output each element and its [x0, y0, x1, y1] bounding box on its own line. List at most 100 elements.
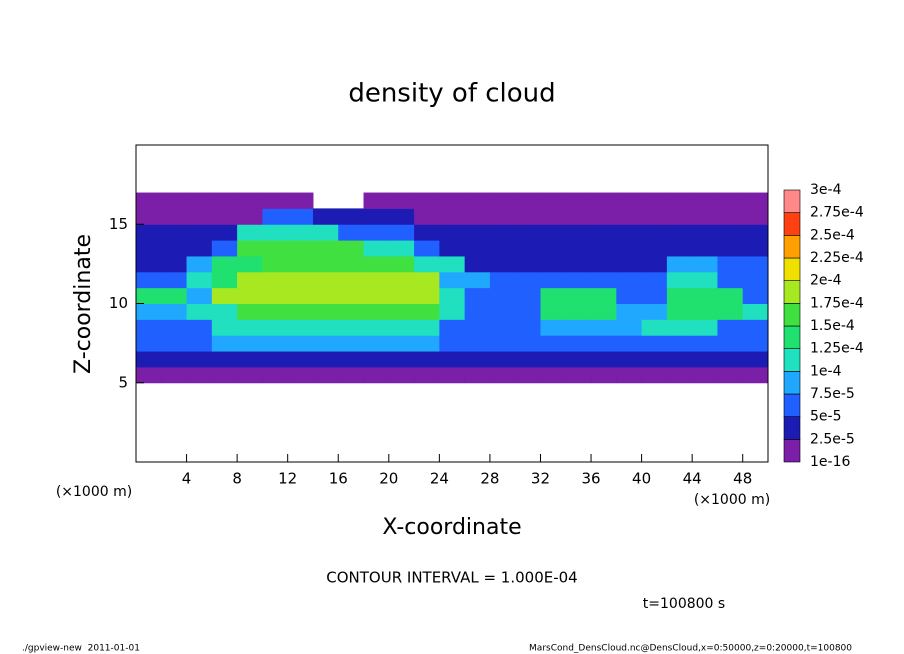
cell: [666, 224, 693, 241]
cell: [363, 271, 390, 289]
cell: [262, 208, 289, 225]
cell: [540, 271, 567, 289]
cell: [414, 335, 440, 352]
cell: [439, 192, 466, 209]
cell: [312, 271, 339, 289]
colorbar-label: 2.5e-4: [810, 227, 855, 243]
cell: [237, 335, 263, 352]
cell: [186, 192, 213, 209]
cell: [388, 240, 415, 257]
cell: [515, 208, 541, 225]
cell: [515, 335, 541, 352]
cell: [616, 208, 643, 225]
x-tick-label: 28: [480, 470, 499, 488]
cell: [616, 319, 643, 336]
footer-left: ./gpview-new 2011-01-01: [22, 644, 140, 654]
cell: [464, 335, 491, 352]
cell: [515, 224, 541, 241]
cell: [591, 208, 617, 225]
cell: [388, 351, 415, 368]
x-axis-label: X-coordinate: [382, 515, 521, 540]
cell: [464, 366, 491, 384]
cell: [439, 271, 466, 289]
cell: [616, 271, 643, 289]
cell: [262, 335, 289, 352]
cell: [414, 303, 440, 320]
cell: [237, 224, 263, 241]
cell: [439, 303, 466, 320]
cell: [489, 271, 516, 289]
cell: [363, 303, 390, 320]
cell: [136, 271, 162, 289]
cell: [388, 208, 415, 225]
cell: [161, 303, 188, 320]
cell: [388, 192, 415, 209]
cell: [186, 208, 213, 225]
cell: [287, 192, 314, 209]
cell: [287, 351, 314, 368]
cell: [717, 366, 744, 384]
cell: [540, 192, 567, 209]
cell: [591, 287, 617, 304]
cell: [136, 351, 162, 368]
cell: [666, 240, 693, 257]
cell: [388, 271, 415, 289]
colorbar-label: 2.25e-4: [810, 250, 864, 266]
colorbar-swatch: [783, 348, 801, 372]
cell: [287, 303, 314, 320]
cell: [666, 287, 693, 304]
cell: [717, 224, 744, 241]
cell: [388, 366, 415, 384]
cell: [161, 351, 188, 368]
cell: [565, 287, 592, 304]
cell: [414, 351, 440, 368]
cell: [338, 351, 365, 368]
colorbar-label: 7.5e-5: [810, 386, 855, 402]
cell: [211, 208, 238, 225]
cell: [287, 224, 314, 241]
colorbar-swatch: [783, 393, 801, 417]
cell: [692, 335, 718, 352]
cell: [161, 224, 188, 241]
cell: [591, 240, 617, 257]
cell: [692, 224, 718, 241]
cell: [414, 255, 440, 273]
cell: [414, 271, 440, 289]
cell: [742, 366, 769, 384]
colorbar-swatch: [783, 212, 801, 236]
colorbar-swatch: [783, 303, 801, 327]
cell: [312, 208, 339, 225]
colorbar-label: 2.5e-5: [810, 431, 855, 447]
x-tick-label: 4: [182, 470, 192, 488]
cell: [161, 208, 188, 225]
cell: [666, 335, 693, 352]
cell: [489, 303, 516, 320]
cell: [338, 224, 365, 241]
cell: [262, 271, 289, 289]
cell: [565, 192, 592, 209]
cell: [186, 287, 213, 304]
cell: [312, 303, 339, 320]
cell: [439, 335, 466, 352]
cell: [464, 208, 491, 225]
cell: [186, 366, 213, 384]
cell: [515, 192, 541, 209]
cell: [287, 271, 314, 289]
colorbar-label: 3e-4: [810, 182, 842, 198]
cell: [692, 271, 718, 289]
cell: [666, 255, 693, 273]
cell: [363, 240, 390, 257]
cell: [666, 192, 693, 209]
cell: [565, 224, 592, 241]
cell: [692, 192, 718, 209]
cell: [211, 351, 238, 368]
cell: [161, 255, 188, 273]
cell: [717, 192, 744, 209]
cell: [591, 319, 617, 336]
cell: [666, 351, 693, 368]
cell: [692, 240, 718, 257]
cell: [363, 208, 390, 225]
cell: [742, 351, 769, 368]
plot-frame: [135, 144, 769, 463]
